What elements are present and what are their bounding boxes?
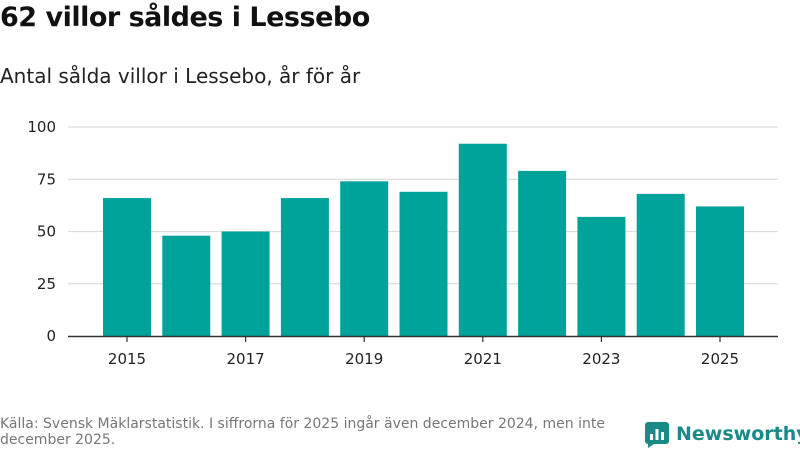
y-tick-label: 25 bbox=[37, 275, 56, 293]
brand-logo: Newsworthy bbox=[645, 420, 800, 448]
newsworthy-logo-icon bbox=[645, 422, 669, 448]
bar-2022 bbox=[518, 170, 567, 336]
bar-2023 bbox=[577, 216, 626, 336]
x-tick-label: 2023 bbox=[582, 350, 620, 368]
x-tick-label: 2025 bbox=[701, 350, 739, 368]
x-tick-label: 2017 bbox=[227, 350, 265, 368]
source-note: Källa: Svensk Mäklarstatistik. I siffror… bbox=[0, 416, 605, 448]
chart-subtitle: Antal sålda villor i Lessebo, år för år bbox=[0, 64, 361, 88]
x-tick-label: 2019 bbox=[345, 350, 383, 368]
bar-2016 bbox=[162, 235, 211, 336]
bar-2018 bbox=[280, 198, 329, 336]
bar-2015 bbox=[103, 198, 151, 336]
bar-2020 bbox=[399, 191, 448, 336]
bar-2021 bbox=[458, 143, 507, 336]
y-tick-label: 50 bbox=[37, 223, 56, 241]
y-tick-label: 0 bbox=[46, 327, 56, 345]
x-tick-label: 2021 bbox=[464, 350, 502, 368]
axes: 0 25 50 75 100 2015 2017 2019 2021 2023 2025 bbox=[27, 118, 778, 368]
x-tick-label: 2015 bbox=[108, 350, 146, 368]
bar-2024 bbox=[636, 193, 685, 336]
bar-2017 bbox=[221, 231, 270, 336]
brand-name: Newsworthy bbox=[676, 423, 800, 445]
chart-title: 62 villor såldes i Lessebo bbox=[0, 2, 370, 33]
bar-2025 bbox=[696, 206, 744, 336]
bar-2019 bbox=[340, 181, 389, 336]
bars bbox=[103, 143, 744, 336]
y-tick-label: 75 bbox=[37, 170, 56, 188]
y-tick-label: 100 bbox=[27, 118, 56, 136]
bar-chart: 0 25 50 75 100 2015 2017 2019 2021 2023 2025 bbox=[27, 118, 778, 368]
